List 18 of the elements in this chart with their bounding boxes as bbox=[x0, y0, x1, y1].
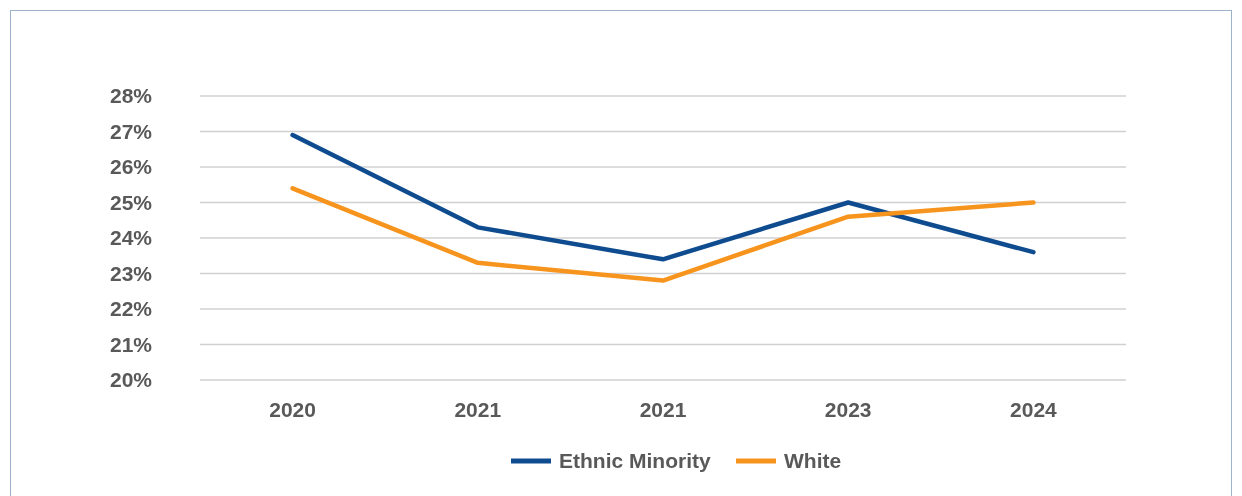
y-tick-label: 28% bbox=[109, 84, 153, 108]
legend-label: White bbox=[784, 449, 842, 473]
line-series bbox=[290, 186, 1036, 283]
x-tick-label: 2020 bbox=[269, 398, 316, 421]
x-tick-label: 2023 bbox=[824, 398, 872, 421]
x-tick-label: 2024 bbox=[1010, 398, 1058, 421]
y-tick-label: 23% bbox=[109, 261, 153, 285]
y-tick-label: 21% bbox=[109, 332, 153, 356]
line-series bbox=[290, 132, 1036, 262]
x-tick-label: 2021 bbox=[454, 398, 502, 421]
y-tick-label: 27% bbox=[109, 119, 153, 143]
y-tick-label: 22% bbox=[109, 297, 153, 321]
x-tick-label: 2021 bbox=[639, 398, 687, 421]
legend-label: Ethnic Minority bbox=[559, 449, 711, 473]
y-tick-label: 24% bbox=[109, 226, 153, 250]
y-tick-label: 25% bbox=[109, 190, 153, 214]
y-tick-label: 20% bbox=[109, 368, 153, 392]
y-tick-label: 26% bbox=[109, 155, 153, 179]
